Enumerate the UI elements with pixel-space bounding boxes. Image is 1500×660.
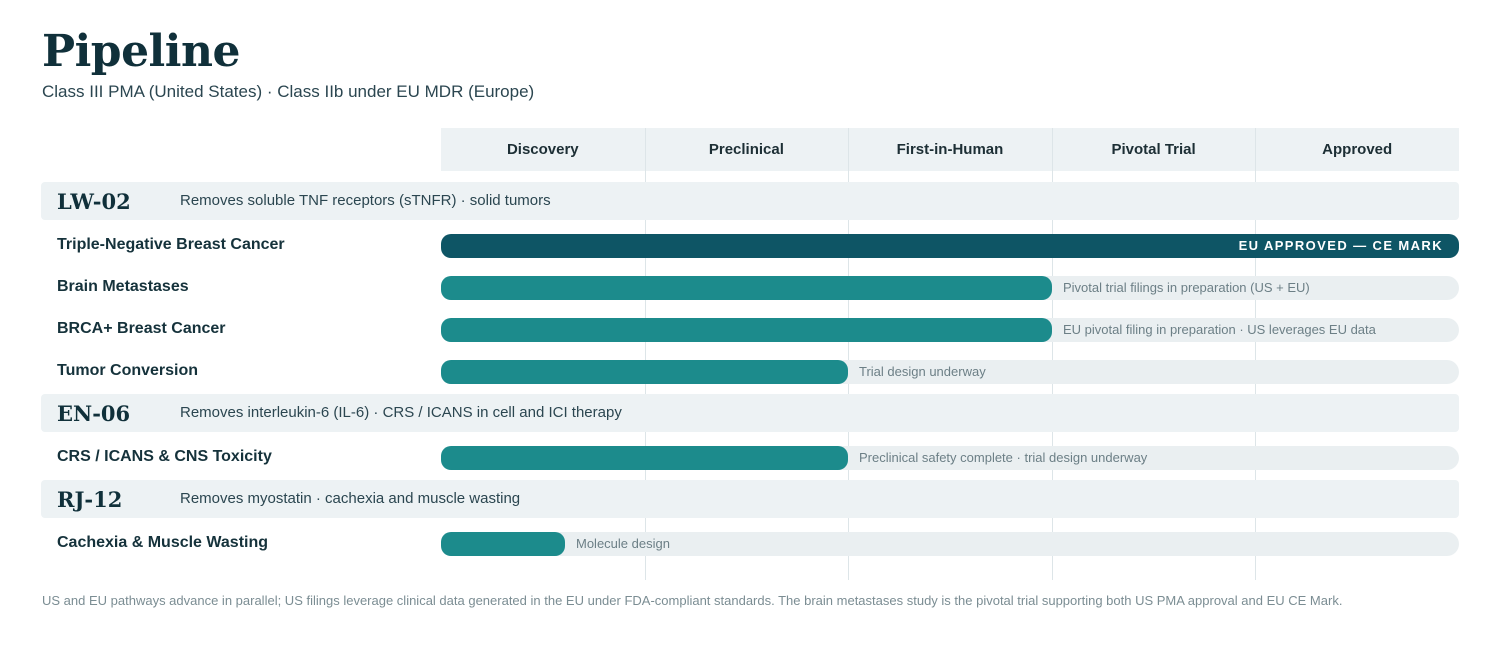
progress-bar bbox=[441, 532, 565, 556]
progress-bar bbox=[441, 318, 1052, 342]
program-code: EN-06 bbox=[57, 401, 131, 426]
page-subtitle: Class III PMA (United States) · Class II… bbox=[42, 82, 535, 101]
stage-divider bbox=[1255, 128, 1256, 580]
progress-bar bbox=[441, 276, 1052, 300]
indication-label: BRCA+ Breast Cancer bbox=[57, 320, 226, 337]
program-code: LW-02 bbox=[57, 189, 131, 214]
indication-label: Brain Metastases bbox=[57, 278, 189, 295]
indication-label: CRS / ICANS & CNS Toxicity bbox=[57, 448, 272, 465]
stage-label: Discovery bbox=[506, 141, 579, 158]
footnote: US and EU pathways advance in parallel; … bbox=[42, 593, 1343, 608]
status-text: Preclinical safety complete · trial desi… bbox=[859, 450, 1148, 465]
stage-divider bbox=[1052, 128, 1053, 580]
status-text: Trial design underway bbox=[859, 364, 986, 379]
stage-header bbox=[441, 128, 1459, 171]
program-description: Removes myostatin · cachexia and muscle … bbox=[180, 490, 521, 507]
progress-bar: EU APPROVED — CE MARK bbox=[441, 234, 1459, 258]
page-title: Pipeline bbox=[42, 26, 240, 77]
status-text: EU pivotal filing in preparation · US le… bbox=[1063, 322, 1376, 337]
approval-label: EU APPROVED — CE MARK bbox=[1238, 238, 1443, 253]
indication-label: Triple-Negative Breast Cancer bbox=[57, 236, 285, 253]
indication-label: Cachexia & Muscle Wasting bbox=[57, 534, 269, 551]
indication-label: Tumor Conversion bbox=[57, 362, 199, 379]
program-description: Removes interleukin-6 (IL-6) · CRS / ICA… bbox=[180, 404, 622, 421]
program-row bbox=[41, 480, 1459, 518]
program-row bbox=[41, 394, 1459, 432]
progress-bar bbox=[441, 360, 848, 384]
program-description: Removes soluble TNF receptors (sTNFR) · … bbox=[180, 192, 551, 209]
stage-label: Preclinical bbox=[708, 141, 784, 158]
program-row bbox=[41, 182, 1459, 220]
status-text: Molecule design bbox=[576, 536, 670, 551]
stage-divider bbox=[848, 128, 849, 580]
program-code: RJ-12 bbox=[57, 487, 123, 512]
progress-track bbox=[441, 532, 1459, 556]
stage-divider bbox=[645, 128, 646, 580]
stage-label: Pivotal Trial bbox=[1111, 141, 1196, 158]
status-text: Pivotal trial filings in preparation (US… bbox=[1063, 280, 1310, 295]
stage-label: First-in-Human bbox=[896, 141, 1004, 158]
progress-bar bbox=[441, 446, 848, 470]
stage-label: Approved bbox=[1322, 141, 1393, 158]
